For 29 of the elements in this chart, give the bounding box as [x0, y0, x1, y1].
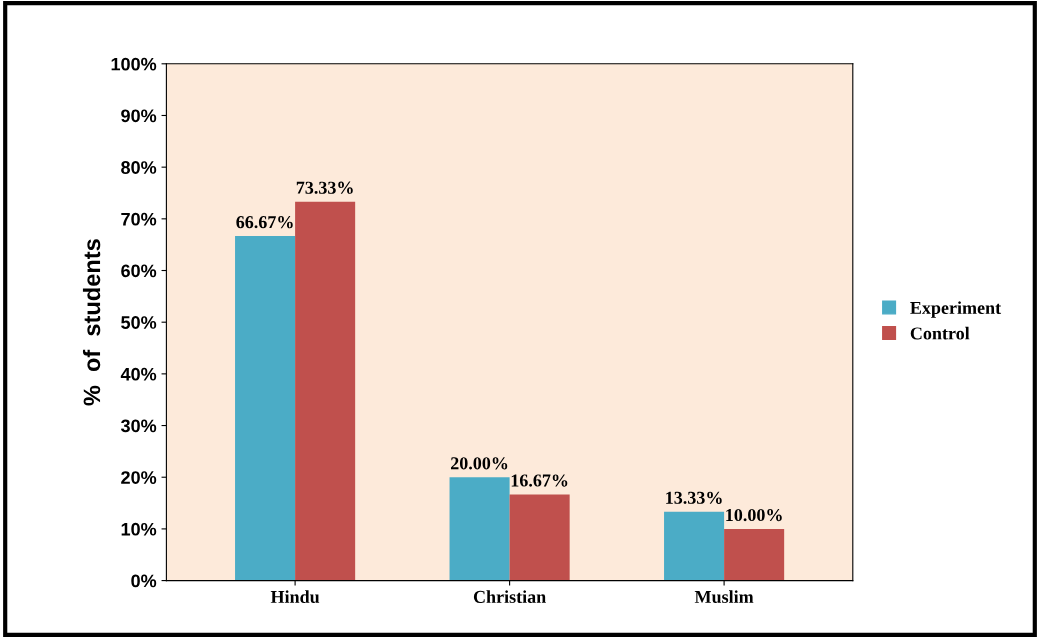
data-label: 20.00% — [450, 457, 508, 470]
bar — [449, 477, 510, 581]
y-tick-label: 0% — [131, 574, 157, 588]
bar — [509, 494, 570, 581]
bar — [235, 236, 296, 581]
data-label: 66.67% — [236, 216, 293, 229]
x-tick-label: Christian — [473, 590, 546, 604]
x-tick-label: Muslim — [694, 590, 754, 604]
bar — [664, 511, 725, 581]
data-label: 10.00% — [726, 508, 782, 522]
y-tick-label: 20% — [121, 471, 157, 484]
y-tick-label: 80% — [121, 161, 157, 174]
data-label: 73.33% — [296, 181, 353, 194]
y-tick-label: 40% — [120, 367, 157, 381]
y-tick-label: 10% — [121, 522, 157, 536]
y-tick-label: 50% — [121, 316, 157, 329]
legend-label: Control — [910, 326, 970, 340]
y-tick-label: 30% — [120, 419, 157, 433]
y-axis-title: % of students — [82, 239, 101, 406]
y-tick-label: 70% — [121, 212, 157, 226]
x-tick-label: Hindu — [270, 590, 320, 604]
bar — [724, 528, 785, 581]
y-tick-label: 60% — [121, 264, 157, 278]
y-tick-label: 90% — [121, 109, 157, 123]
y-tick-label: 100% — [111, 57, 157, 71]
data-label: 16.67% — [511, 474, 568, 487]
data-label: 13.33% — [666, 491, 722, 504]
legend-label: Experiment — [910, 301, 1002, 318]
bar — [295, 201, 356, 581]
